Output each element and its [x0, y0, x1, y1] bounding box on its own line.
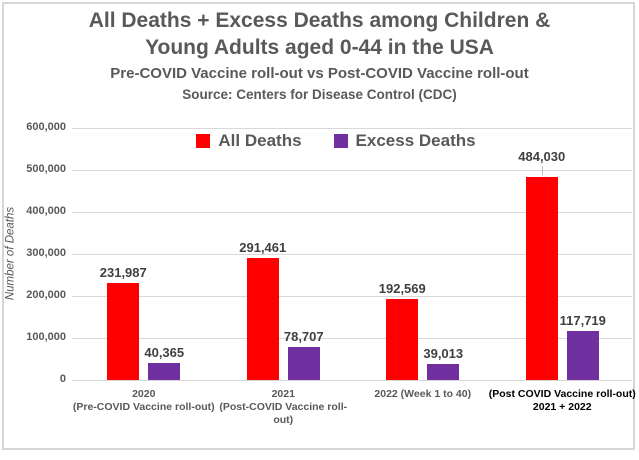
x-category-label: (Post COVID Vaccine roll-out) 2021 + 2022: [477, 388, 639, 414]
gridline: [72, 128, 632, 129]
gridline: [72, 212, 632, 213]
legend: All Deaths Excess Deaths: [57, 130, 615, 152]
legend-item: Excess Deaths: [333, 131, 476, 151]
x-category-label-line: (Pre-COVID Vaccine roll-out): [72, 401, 215, 413]
chart-subtitle: Pre-COVID Vaccine roll-out vs Post-COVID…: [110, 65, 529, 82]
bar-excess-deaths: [427, 363, 460, 380]
x-category-label: 2021 (Post-COVID Vaccine roll-out): [198, 388, 368, 427]
legend-swatch-icon: [196, 134, 211, 148]
y-tick-label: 0: [59, 373, 66, 385]
bar-excess-deaths: [148, 363, 181, 380]
x-category-label-line: 2021 + 2022: [532, 401, 592, 413]
gridline: [72, 254, 632, 255]
bar-all-deaths: [386, 299, 419, 380]
y-tick-label: 100,000: [26, 331, 66, 343]
data-label: 39,013: [423, 345, 464, 361]
gridline: [72, 338, 632, 339]
legend-label: All Deaths: [218, 131, 302, 150]
legend-swatch-icon: [333, 134, 348, 148]
data-label: 78,707: [283, 328, 324, 344]
legend-item: All Deaths: [196, 131, 302, 151]
data-label-leader-line: [541, 165, 543, 175]
data-label: 117,719: [559, 312, 606, 328]
x-category-label-line: out): [273, 414, 294, 426]
chart-title-line-1: All Deaths + Excess Deaths among Childre…: [88, 9, 551, 32]
gridline: [72, 296, 632, 297]
y-tick-label: 500,000: [26, 163, 66, 175]
legend-label: Excess Deaths: [355, 131, 476, 150]
x-category-label-line: 2022 (Week 1 to 40): [374, 388, 472, 400]
chart-header: All Deaths + Excess Deaths among Childre…: [0, 7, 639, 104]
x-category-label-line: 2020: [132, 388, 156, 400]
x-category-label: 2022 (Week 1 to 40): [338, 388, 508, 401]
data-label: 231,987: [99, 264, 147, 280]
x-category-label-line: (Post COVID Vaccine roll-out): [488, 388, 636, 400]
data-label: 192,569: [378, 281, 426, 297]
x-category-label-line: 2021: [271, 388, 295, 400]
chart-title-line-2: Young Adults aged 0-44 in the USA: [145, 36, 494, 59]
bar-excess-deaths: [287, 346, 320, 380]
y-tick-label: 400,000: [26, 205, 66, 217]
bar-all-deaths: [246, 257, 279, 380]
bar-all-deaths: [525, 176, 558, 380]
bar-excess-deaths: [566, 330, 599, 380]
data-label: 291,461: [239, 239, 287, 255]
x-category-label-line: (Post-COVID Vaccine roll-: [219, 401, 348, 413]
x-category-label: 2020 (Pre-COVID Vaccine roll-out): [59, 388, 229, 414]
data-label: 484,030: [518, 148, 566, 164]
chart-source: Source: Centers for Disease Control (CDC…: [182, 87, 457, 102]
bar-all-deaths: [107, 282, 140, 380]
gridline: [72, 170, 632, 171]
y-tick-label: 200,000: [26, 289, 66, 301]
data-label: 40,365: [144, 345, 185, 361]
x-axis-line: [72, 380, 632, 381]
y-tick-label: 300,000: [26, 247, 66, 259]
y-tick-label: 600,000: [26, 121, 66, 133]
